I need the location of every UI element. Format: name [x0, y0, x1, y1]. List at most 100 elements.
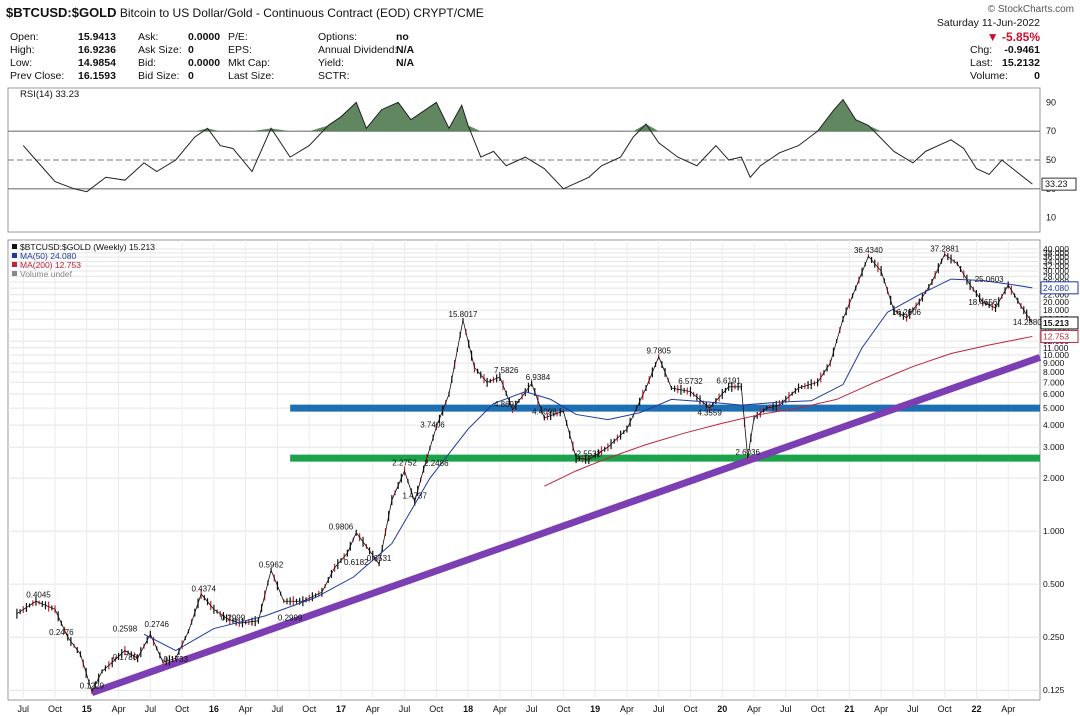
- x-tick-label: Apr: [747, 704, 761, 714]
- quote-field-label: Open:: [10, 31, 39, 43]
- ma50-line: [143, 278, 1033, 652]
- price-annotation: 1.4737: [402, 492, 427, 501]
- price-y-tick-label: 36.000: [1043, 252, 1069, 262]
- price-y-tick-label: 0.500: [1043, 579, 1065, 589]
- right-value-label: 24.080: [1043, 283, 1069, 293]
- x-tick-label: Oct: [48, 704, 63, 714]
- x-tick-label: 19: [590, 704, 600, 714]
- price-annotation: 16.2606: [892, 308, 921, 317]
- quote-field-value: 16.1593: [78, 70, 116, 82]
- right-quote-label: Chg:: [970, 44, 993, 56]
- price-y-tick-label: 8.000: [1043, 367, 1065, 377]
- price-annotation: 25.0603: [975, 275, 1004, 284]
- x-tick-label: 15: [82, 704, 92, 714]
- quote-field-value: no: [396, 31, 409, 43]
- price-annotation: 2.5532: [577, 449, 602, 458]
- right-quote-label: Volume:: [970, 70, 1008, 82]
- quote-header: $BTCUSD:$GOLD Bitcoin to US Dollar/Gold …: [0, 0, 1080, 84]
- price-annotation: 0.4045: [26, 590, 51, 599]
- price-annotation: 36.4340: [854, 246, 883, 255]
- quote-field-value: N/A: [396, 44, 415, 56]
- price-annotation: 18.4656: [968, 298, 997, 307]
- rsi-y-tick-label: 70: [1046, 126, 1056, 136]
- right-quote-field: Last: 15.2132: [970, 57, 1040, 69]
- quote-field: Options: no: [318, 31, 409, 43]
- quote-field: Low: 14.9854: [10, 57, 116, 69]
- x-tick-label: Oct: [175, 704, 190, 714]
- price-y-tick-label: 2.000: [1043, 473, 1065, 483]
- quote-field-label: Ask:: [138, 31, 159, 43]
- price-panel: 0.125 0.250 0.500 1.000 2.000 3.000 4.000 5.000…: [7, 239, 1079, 714]
- quote-date: Saturday 11-Jun-2022: [936, 17, 1040, 29]
- x-tick-label: 18: [463, 704, 473, 714]
- price-y-tick-label: 32.000: [1043, 261, 1069, 271]
- x-tick-label: Jul: [17, 704, 29, 714]
- x-tick-label: 17: [336, 704, 346, 714]
- price-y-tick-label: 22.000: [1043, 290, 1069, 300]
- price-annotation: 4.3559: [697, 409, 722, 418]
- right-quote-value: -0.9461: [1004, 44, 1040, 56]
- quote-field: Ask Size: 0: [138, 44, 194, 56]
- price-line: [16, 253, 1033, 693]
- quote-field-label: Bid:: [138, 57, 157, 69]
- right-value-box: [1040, 329, 1079, 343]
- x-tick-label: Oct: [683, 704, 698, 714]
- price-y-tick-label: 7.000: [1043, 377, 1065, 387]
- price-y-tick-label: 0.125: [1043, 685, 1065, 695]
- symbol-label: $BTCUSD:$GOLD: [6, 5, 117, 20]
- legend-swatch: [12, 244, 17, 249]
- quote-field: P/E:: [228, 31, 248, 43]
- quote-field-label: Prev Close:: [10, 70, 65, 82]
- price-annotation: 2.2752: [392, 458, 417, 467]
- price-annotation: 0.5962: [259, 561, 284, 570]
- watermark: © StockCharts.com: [987, 4, 1074, 15]
- x-tick-label: Apr: [112, 704, 126, 714]
- price-annotation: 4.4098: [532, 408, 557, 417]
- price-y-tick-label: 30.000: [1043, 266, 1069, 276]
- price-annotation: 14.2880: [1013, 318, 1042, 327]
- right-quote-field: Volume: 0: [970, 70, 1040, 82]
- legend-label: MA(50) 24.080: [20, 251, 76, 261]
- quote-field-label: Ask Size:: [138, 44, 182, 56]
- x-tick-label: 22: [971, 704, 981, 714]
- x-tick-label: Oct: [556, 704, 571, 714]
- x-tick-label: Jul: [653, 704, 665, 714]
- chart-title: $BTCUSD:$GOLD Bitcoin to US Dollar/Gold …: [6, 5, 484, 20]
- x-tick-label: Jul: [526, 704, 538, 714]
- quote-field-label: Annual Dividend:: [318, 44, 398, 56]
- quote-field: Yield: N/A: [318, 57, 414, 69]
- quote-field: Last Size:: [228, 70, 274, 82]
- quote-field-label: Options:: [318, 31, 358, 43]
- price-frame: [7, 239, 1041, 701]
- quote-field-value: 0.0000: [188, 31, 221, 43]
- price-annotation: 0.1780: [113, 653, 138, 662]
- price-y-tick-label: 20.000: [1043, 297, 1069, 307]
- price-y-tick-label: 38.000: [1043, 248, 1069, 258]
- symbol-description: Bitcoin to US Dollar/Gold - Continuous C…: [119, 6, 484, 20]
- right-quote-value: 0: [1034, 70, 1040, 82]
- price-annotation: 0.2999: [221, 613, 246, 622]
- quote-field: High: 16.9236: [10, 44, 116, 56]
- x-tick-label: Oct: [429, 704, 444, 714]
- price-annotation: 6.6191: [716, 377, 741, 386]
- quote-field: SCTR:: [318, 70, 350, 82]
- legend-swatch: [12, 253, 17, 258]
- price-annotation: 3.7406: [420, 420, 445, 429]
- x-tick-label: Jul: [399, 704, 411, 714]
- quote-field: Annual Dividend: N/A: [318, 44, 414, 56]
- rsi-line: [22, 98, 1033, 193]
- quote-field-value: 16.9236: [78, 44, 116, 56]
- x-tick-label: Apr: [493, 704, 507, 714]
- x-tick-label: Apr: [874, 704, 888, 714]
- x-tick-label: Apr: [620, 704, 634, 714]
- price-annotation: 6.9384: [526, 373, 551, 382]
- legend-swatch: [12, 262, 17, 267]
- quote-field-value: N/A: [396, 57, 415, 69]
- price-y-tick-label: 11.000: [1043, 343, 1069, 353]
- rsi-last-value-box: [1041, 177, 1077, 191]
- price-annotation: 0.6182: [344, 558, 369, 567]
- quote-field-label: Mkt Cap:: [228, 57, 271, 69]
